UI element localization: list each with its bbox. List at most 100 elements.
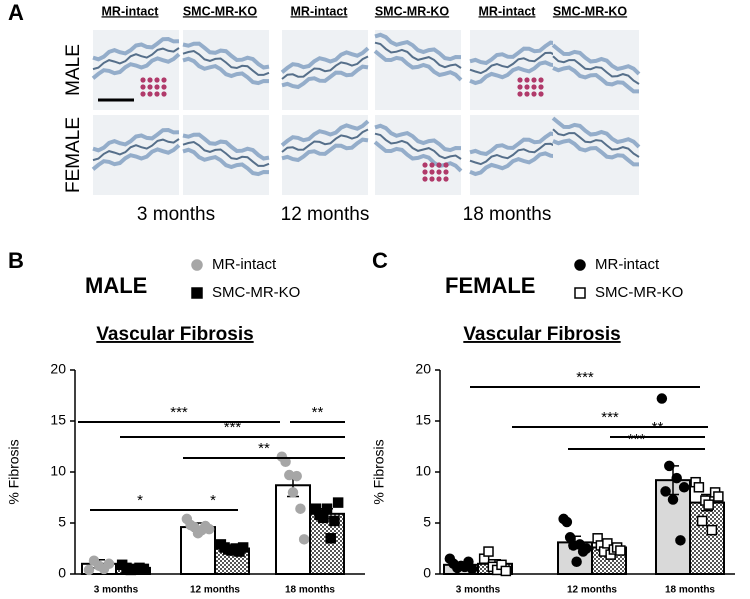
blood-cell — [422, 169, 428, 175]
data-point — [103, 558, 115, 570]
vessel-wall — [281, 64, 369, 90]
blood-cell — [538, 84, 544, 90]
blood-cell — [154, 84, 160, 90]
blood-cell — [538, 77, 544, 83]
data-point — [660, 486, 671, 497]
blood-cell — [436, 169, 442, 175]
histology-image — [375, 30, 461, 110]
vessel-wall — [551, 43, 641, 76]
vessel-wall — [182, 147, 270, 177]
y-tick-label: 20 — [50, 361, 66, 377]
blood-cell — [429, 162, 435, 168]
data-point — [693, 482, 705, 493]
y-tick-label: 10 — [415, 463, 431, 479]
data-point — [83, 564, 95, 576]
vessel-wall — [469, 142, 557, 166]
x-tick-label: 12 months — [190, 585, 240, 596]
x-tick-label: 3 months — [94, 585, 139, 596]
time-label: 3 months — [137, 204, 215, 225]
data-point — [295, 503, 306, 514]
blood-cell — [436, 176, 442, 182]
vessel-wall — [281, 137, 369, 163]
data-point — [667, 494, 679, 505]
panel-letter: B — [8, 248, 24, 273]
blood-cell — [443, 176, 449, 182]
blood-cell — [154, 91, 160, 97]
vessel-wall — [374, 41, 462, 69]
y-tick-label: 10 — [50, 463, 66, 479]
vessel-wall — [552, 138, 639, 167]
vessel-wall — [374, 123, 462, 153]
data-point — [656, 393, 668, 404]
vessel-wall — [92, 127, 180, 153]
time-label: 18 months — [463, 204, 552, 225]
data-point — [291, 470, 302, 482]
vessel-wall — [281, 55, 369, 80]
data-point — [706, 524, 718, 536]
histology-image — [282, 30, 368, 110]
chart-title: Vascular Fibrosis — [96, 324, 253, 345]
x-tick-label: 18 months — [285, 585, 335, 596]
blood-cell — [531, 77, 537, 83]
panel-letter: C — [372, 248, 388, 273]
blood-cell — [161, 91, 167, 97]
vessel-wall — [92, 36, 180, 62]
legend-marker — [191, 287, 203, 299]
histology-image — [553, 30, 639, 110]
panel-letter: A — [8, 0, 24, 25]
data-point — [713, 491, 724, 502]
row-label: MALE — [63, 44, 84, 96]
data-point — [561, 516, 573, 528]
blood-cell — [147, 77, 153, 83]
significance-label: *** — [628, 431, 646, 448]
legend-label: MR-intact — [595, 256, 660, 273]
y-tick-label: 20 — [415, 361, 431, 377]
row-label: FEMALE — [63, 117, 84, 193]
legend-marker — [574, 259, 586, 271]
blood-cell — [443, 169, 449, 175]
vessel-wall — [280, 119, 370, 147]
vessel-wall — [182, 56, 270, 86]
significance-label: *** — [224, 419, 242, 436]
vessel-wall — [280, 46, 370, 74]
vessel-wall — [374, 132, 462, 160]
y-axis-label: % Fibrosis — [371, 439, 387, 504]
blood-cell — [517, 77, 523, 83]
vessel-wall — [182, 132, 270, 161]
blood-cell — [429, 169, 435, 175]
data-point — [138, 563, 150, 575]
significance-label: *** — [601, 409, 619, 426]
vessel-wall — [552, 128, 640, 158]
blood-cell — [140, 91, 146, 97]
y-tick-label: 0 — [423, 565, 431, 581]
blood-cell — [161, 84, 167, 90]
blood-cell — [443, 162, 449, 168]
data-point — [696, 515, 708, 527]
vessel-wall — [91, 52, 181, 80]
group-title: MALE — [85, 273, 147, 298]
data-point — [703, 499, 714, 510]
legend-marker — [191, 259, 203, 271]
blood-cell — [524, 77, 530, 83]
significance-label: ** — [652, 419, 664, 436]
y-axis-label: % Fibrosis — [6, 439, 22, 504]
data-point — [671, 472, 682, 484]
significance-label: *** — [576, 369, 594, 386]
significance-label: ** — [258, 440, 270, 457]
vessel-wall — [552, 65, 639, 94]
blood-cell — [531, 91, 537, 97]
x-tick-label: 18 months — [665, 585, 715, 596]
bar — [275, 484, 311, 576]
vessel-wall — [469, 60, 557, 86]
blood-cell — [422, 162, 428, 168]
data-point — [203, 523, 215, 535]
blood-cell — [429, 176, 435, 182]
x-tick-label: 3 months — [456, 585, 501, 596]
data-point — [581, 543, 592, 554]
column-header: SMC-MR-KO — [183, 4, 258, 18]
column-header: MR-intact — [291, 4, 349, 18]
significance-label: * — [137, 492, 143, 509]
blood-cell — [538, 91, 544, 97]
vessel-wall — [469, 51, 557, 75]
